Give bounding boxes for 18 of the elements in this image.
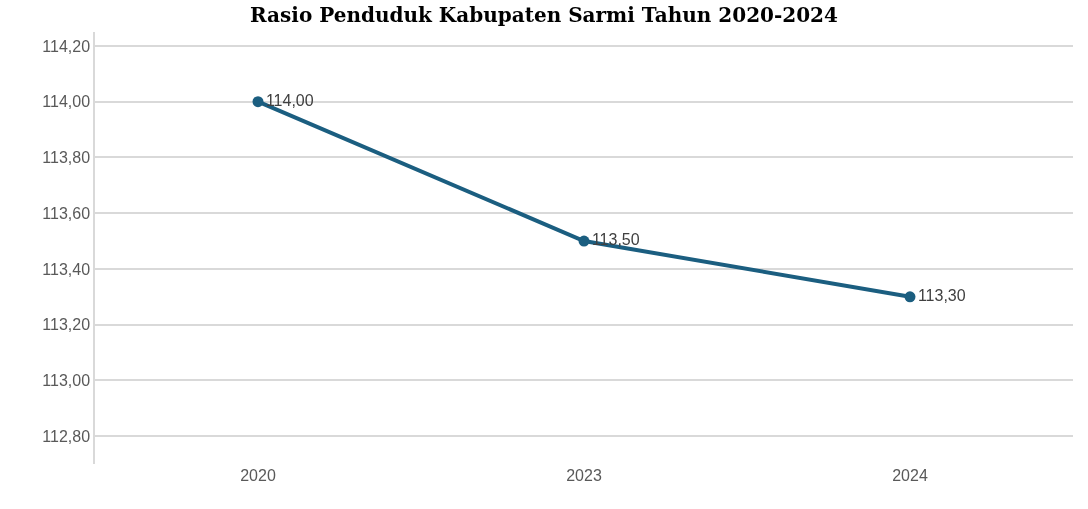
y-tick-label: 112,80 bbox=[42, 427, 91, 445]
x-tick-label: 2024 bbox=[892, 467, 928, 484]
data-label: 113,30 bbox=[917, 286, 966, 304]
point bbox=[252, 96, 264, 108]
x-tick-label: 2023 bbox=[566, 467, 602, 484]
y-tick-label: 113,40 bbox=[42, 260, 91, 278]
point bbox=[578, 235, 590, 247]
y-tick-label: 113,20 bbox=[42, 316, 91, 334]
chart-title: Rasio Penduduk Kabupaten Sarmi Tahun 2020-2024 bbox=[250, 2, 839, 27]
data-label: 114,00 bbox=[265, 91, 314, 109]
y-tick-label: 113,80 bbox=[42, 149, 91, 167]
y-tick-label: 113,60 bbox=[42, 204, 91, 222]
data-label: 113,50 bbox=[591, 231, 640, 249]
y-tick-label: 114,20 bbox=[42, 37, 91, 55]
y-tick-label: 113,00 bbox=[42, 371, 91, 389]
point bbox=[904, 291, 916, 303]
y-tick-label: 114,00 bbox=[42, 93, 91, 111]
x-tick-label: 2020 bbox=[240, 467, 276, 484]
